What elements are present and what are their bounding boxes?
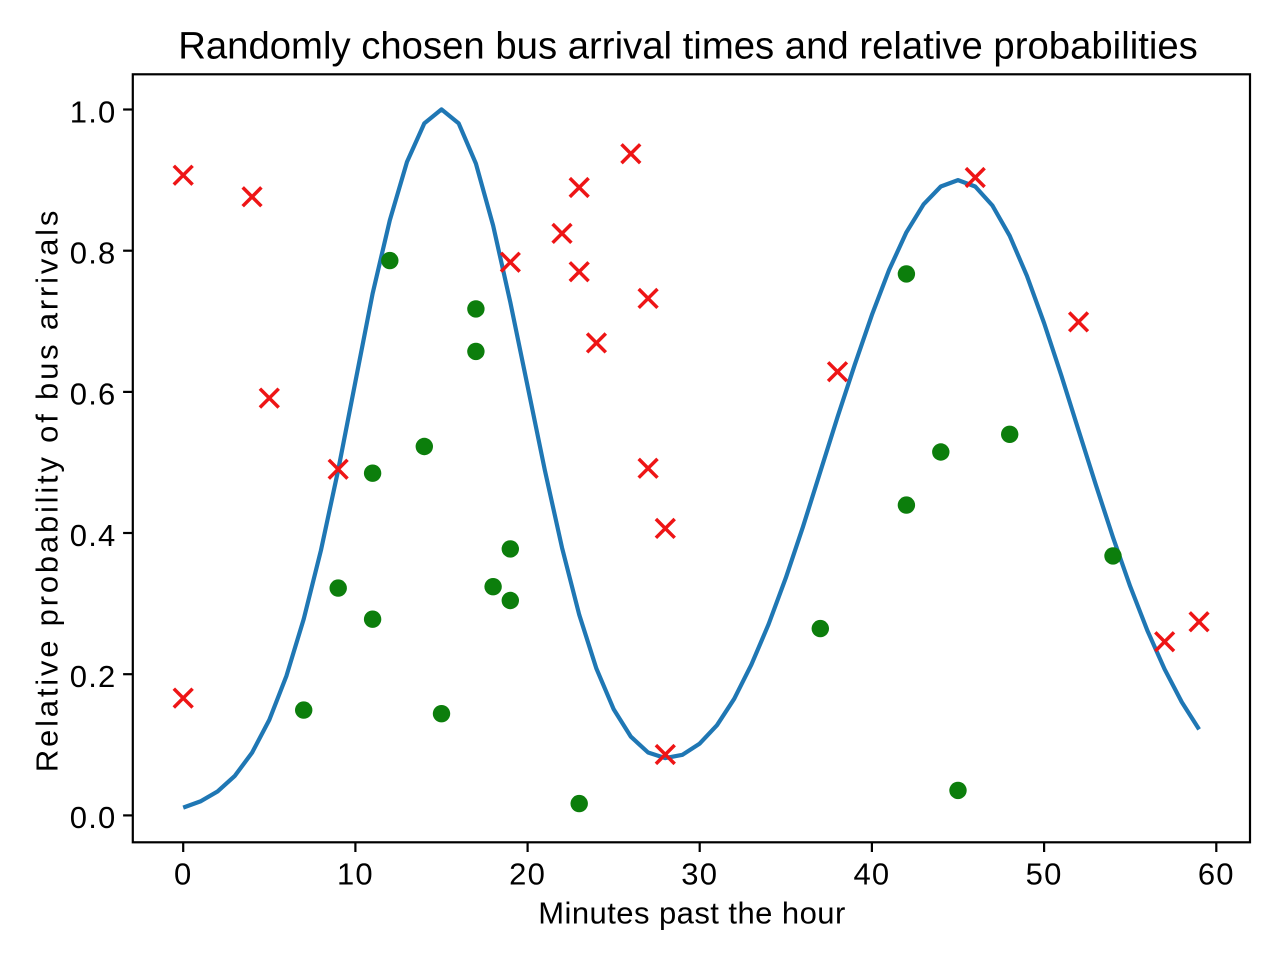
svg-text:0.4: 0.4: [70, 518, 117, 553]
svg-text:30: 30: [681, 857, 718, 892]
svg-text:0.6: 0.6: [70, 377, 117, 412]
svg-text:0.2: 0.2: [70, 659, 117, 694]
svg-text:Randomly chosen bus arrival ti: Randomly chosen bus arrival times and re…: [178, 25, 1198, 68]
svg-text:1.0: 1.0: [70, 94, 117, 129]
svg-text:10: 10: [337, 857, 374, 892]
svg-text:40: 40: [853, 857, 890, 892]
svg-text:20: 20: [509, 857, 546, 892]
svg-text:50: 50: [1026, 857, 1063, 892]
svg-text:0.8: 0.8: [70, 236, 117, 271]
svg-text:0.0: 0.0: [70, 800, 117, 835]
svg-text:60: 60: [1198, 857, 1235, 892]
svg-text:0: 0: [174, 857, 192, 892]
svg-text:Relative probability of bus ar: Relative probability of bus arrivals: [30, 208, 65, 772]
svg-text:Minutes past the hour: Minutes past the hour: [538, 896, 846, 931]
